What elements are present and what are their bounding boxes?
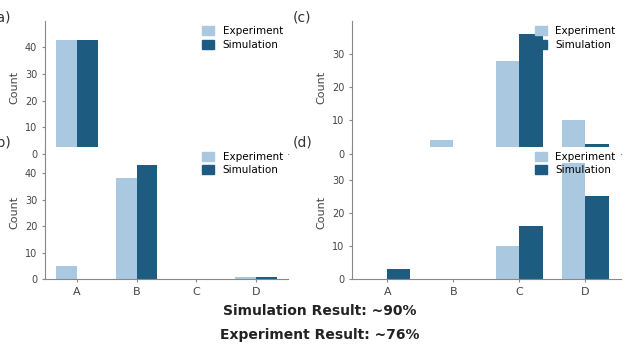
Bar — [116, 178, 136, 279]
Text: (d): (d) — [293, 136, 312, 150]
Bar — [56, 39, 77, 154]
Y-axis label: Count: Count — [9, 196, 19, 229]
Bar — [586, 144, 609, 154]
Legend: Experiment, Simulation: Experiment, Simulation — [534, 152, 616, 175]
Bar — [430, 140, 453, 154]
Y-axis label: Count: Count — [316, 71, 326, 104]
Legend: Experiment, Simulation: Experiment, Simulation — [534, 26, 616, 50]
Text: Experiment Result: ~76%: Experiment Result: ~76% — [220, 328, 420, 342]
Bar — [496, 61, 520, 154]
Bar — [520, 34, 543, 154]
Legend: Experiment, Simulation: Experiment, Simulation — [202, 152, 283, 175]
Bar — [387, 269, 410, 279]
Bar — [520, 226, 543, 279]
Bar — [77, 39, 98, 154]
Text: (a): (a) — [0, 10, 11, 24]
Bar — [563, 163, 586, 279]
Bar — [235, 276, 256, 279]
Bar — [453, 150, 477, 154]
Bar — [256, 276, 277, 279]
Text: (b): (b) — [0, 136, 11, 150]
Text: Simulation Result: ~90%: Simulation Result: ~90% — [223, 304, 417, 318]
Bar — [136, 165, 157, 279]
Text: (c): (c) — [293, 10, 312, 24]
Bar — [496, 246, 520, 279]
Bar — [56, 266, 77, 279]
Y-axis label: Count: Count — [316, 196, 326, 229]
Bar — [563, 120, 586, 154]
Y-axis label: Count: Count — [9, 71, 19, 104]
Legend: Experiment, Simulation: Experiment, Simulation — [202, 26, 283, 50]
Bar — [586, 196, 609, 279]
